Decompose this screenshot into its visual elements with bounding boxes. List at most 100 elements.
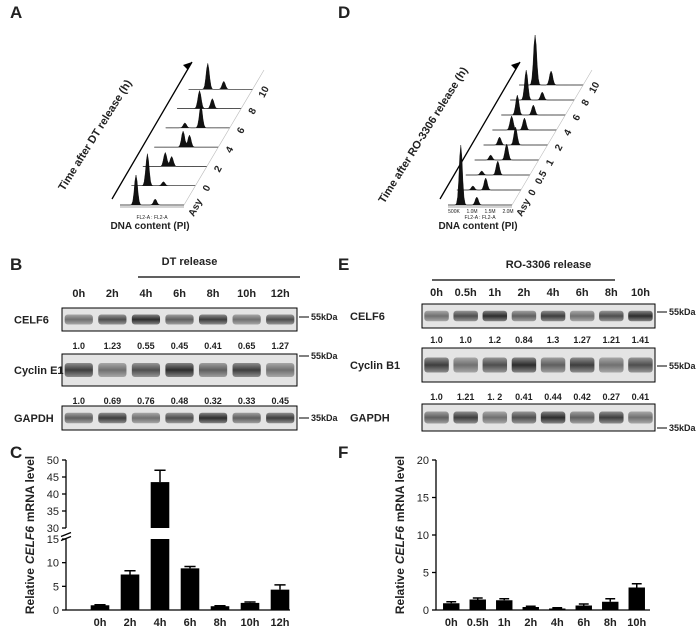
bar (628, 587, 645, 610)
quant-label: 0.42 (573, 392, 591, 402)
histogram (448, 144, 512, 206)
quant-label: 1.21 (603, 335, 621, 345)
band (232, 412, 261, 424)
histogram (456, 177, 521, 191)
y-tick-label: 20 (417, 455, 429, 467)
histogram (483, 126, 548, 146)
time-axis (439, 61, 521, 200)
timepoint-label: 1 (544, 157, 557, 167)
y-tick-label: 10 (47, 558, 59, 570)
band (482, 310, 508, 322)
x-tick-label: 2h (124, 617, 137, 629)
size-marker: 55kDa (669, 307, 697, 317)
histogram (165, 105, 230, 129)
band (64, 314, 93, 325)
quant-label: 1.0 (430, 335, 443, 345)
time-axis (111, 61, 193, 200)
timepoint-label: 10 (257, 84, 272, 99)
band (266, 412, 295, 424)
hist-frame (483, 129, 557, 146)
y-axis-label-part: CELF6 (393, 526, 407, 564)
error-bar (525, 605, 536, 607)
panel-letter: B (10, 255, 22, 274)
quant-label: 1.0 (73, 341, 86, 351)
quant-label: 1.0 (459, 335, 472, 345)
timepoint-label: 4 (224, 145, 237, 155)
time-axis-label: Time after RO-3306 release (h) (376, 65, 470, 206)
quant-label: 0.27 (603, 392, 621, 402)
quant-label: 0.65 (238, 341, 256, 351)
time-axis-label: Time after DT release (h) (56, 78, 134, 193)
band (482, 357, 508, 373)
band (424, 411, 449, 424)
band (453, 411, 478, 424)
blot-title: RO-3306 release (506, 259, 592, 271)
y-axis-label-part: Relative (23, 568, 37, 614)
lane-label: 8h (207, 288, 220, 300)
band (424, 310, 449, 322)
band (266, 362, 295, 378)
hist-tick-label: 1.5M (484, 209, 495, 215)
bar (469, 599, 486, 610)
band (198, 362, 228, 378)
bar (522, 607, 539, 610)
lane-label: 12h (271, 288, 290, 300)
quant-label: 0.41 (632, 392, 650, 402)
error-bar (631, 583, 642, 588)
timepoint-label: 6 (235, 125, 248, 135)
timepoint-label: 0 (527, 187, 540, 197)
y-tick-label: 5 (53, 581, 59, 593)
band (540, 411, 566, 424)
hist-frame (492, 114, 566, 131)
quant-label: 0.45 (271, 396, 289, 406)
hist-frame (474, 144, 548, 161)
timepoint-label: 2 (212, 164, 225, 174)
blot-title: DT release (162, 256, 218, 268)
bar (90, 605, 110, 610)
bar (443, 603, 460, 610)
lane-label: 4h (547, 287, 560, 299)
quant-label: 0.32 (204, 396, 222, 406)
histogram (501, 94, 566, 116)
band (540, 310, 566, 322)
lane-label: 2h (106, 288, 119, 300)
band (198, 412, 228, 424)
y-tick-label: 15 (417, 493, 429, 505)
lane-label: 0h (72, 288, 85, 300)
quant-label: 0.41 (515, 392, 533, 402)
timepoint-label: 10 (587, 80, 602, 95)
band (628, 357, 653, 373)
y-axis-label-part: Relative (393, 568, 407, 614)
quant-label: 0.33 (238, 396, 256, 406)
bar (549, 608, 566, 610)
band (98, 412, 127, 424)
band (599, 411, 624, 424)
error-bar (244, 601, 256, 603)
protein-label: CELF6 (14, 315, 49, 327)
panel-letter: A (10, 3, 22, 22)
x-tick-label: 4h (551, 617, 564, 629)
histogram (188, 63, 253, 90)
bar (180, 568, 200, 610)
band (569, 357, 595, 373)
bar (210, 606, 230, 610)
quant-label: 1.2 (489, 335, 502, 345)
protein-label: GAPDH (14, 413, 54, 425)
protein-label: Cyclin B1 (350, 360, 400, 372)
lane-label: 1h (488, 287, 501, 299)
band (511, 357, 537, 373)
y-axis-label-part: CELF6 (23, 526, 37, 564)
band (165, 314, 194, 325)
y-tick-label: 0 (423, 605, 429, 617)
size-marker: 55kDa (311, 312, 339, 322)
timepoint-label: 6 (571, 112, 584, 122)
x-tick-label: 4h (154, 617, 167, 629)
band (232, 314, 261, 325)
bar (270, 589, 290, 610)
lane-label: 6h (173, 288, 186, 300)
x-tick-label: 0h (94, 617, 107, 629)
band (569, 310, 595, 322)
band (266, 314, 295, 325)
band (165, 362, 194, 378)
histogram (492, 115, 557, 131)
